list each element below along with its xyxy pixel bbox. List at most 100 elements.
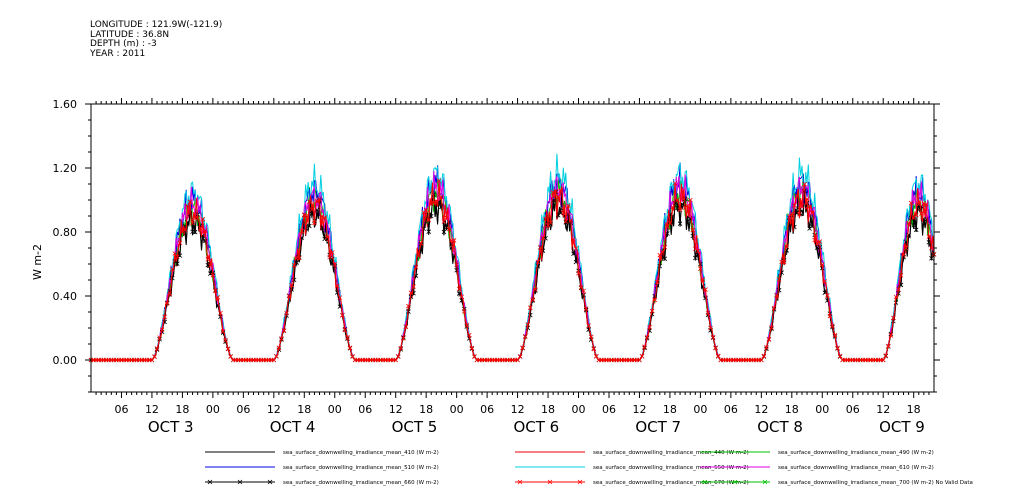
series-marker [431,200,437,205]
series-marker [929,245,934,251]
legend-label: sea_surface_downwelling_irradiance_mean_… [778,450,934,456]
series-marker [822,279,828,284]
series-marker [682,205,688,210]
series-marker [555,194,561,200]
series-marker [594,354,599,359]
x-tick-label: 06 [602,403,616,416]
legend-marker [577,479,583,485]
series-marker [911,222,916,228]
series-marker [157,335,162,340]
series-marker [428,201,434,207]
series-marker [530,297,536,302]
series-marker [591,346,597,352]
series-marker [451,238,457,243]
series-marker [682,196,688,202]
x-tick-label: 00 [450,403,464,416]
series-marker [713,345,718,351]
series-marker [461,309,467,314]
x-tick-label: 00 [206,403,220,416]
series-marker [924,201,929,207]
series-marker [309,211,315,217]
series-marker [781,259,787,265]
series-marker [799,203,805,208]
x-tick-label: 12 [511,403,525,416]
series-marker [434,198,439,204]
x-tick-label: 18 [297,403,311,416]
header-year: YEAR : 2011 [90,48,146,59]
series-marker [332,261,338,267]
axes: 1.60 1.20 0.80 0.40 0.00 06 12 18 00 06 12 18 00 06 12… [53,98,940,436]
series-marker [792,203,797,208]
y-tick-label: 0.80 [53,226,78,239]
series-marker [307,199,312,205]
series-marker [761,353,767,359]
plot-lines [88,153,937,363]
series-marker [705,310,711,316]
series-marker [540,235,546,241]
series-marker [525,322,531,327]
series-marker [208,271,213,276]
series-marker [693,255,698,261]
series-marker [456,286,462,292]
series-marker [794,210,800,216]
series-marker [411,284,416,289]
series-marker [436,178,442,183]
series-line [91,180,935,361]
series-marker [543,216,548,222]
legend-label: sea_surface_downwelling_irradiance_mean_… [778,465,934,471]
series-marker [423,207,429,213]
series-marker [421,226,426,232]
series-marker [814,241,820,246]
series-marker [764,345,769,350]
series-marker [398,345,404,351]
series-marker [667,220,673,226]
legend-label: sea_surface_downwelling_irradiance_mean_… [593,450,749,456]
x-tick-label: 06 [846,403,860,416]
series-marker [444,225,449,230]
series-marker [197,226,203,231]
series-marker [281,328,287,333]
series-marker [654,279,660,285]
series-marker [660,249,665,254]
series-marker [312,220,317,226]
series-marker [685,203,690,209]
series-marker [797,211,802,217]
series-marker [464,322,470,328]
series-marker [225,346,231,352]
series-marker [177,253,183,258]
series-marker [169,267,175,272]
series-marker [220,329,226,334]
y-tick-label: 0.40 [53,290,78,303]
series-marker [271,357,277,363]
series-marker [535,259,541,265]
series-marker [223,337,228,343]
series-marker [149,357,155,363]
series-line [91,153,935,361]
series-marker [406,309,411,314]
series-marker [200,216,206,222]
series-marker [413,265,419,270]
series-marker [784,244,790,249]
series-marker [441,229,447,235]
series-marker [675,197,680,203]
day-label: OCT 5 [392,418,438,436]
series-marker [172,251,178,256]
series-marker [657,263,663,269]
x-tick-label: 12 [267,403,281,416]
series-marker [563,219,569,224]
series-marker [583,306,589,312]
series-marker [807,204,812,210]
legend: sea_surface_downwelling_irradiance_mean_… [205,450,973,486]
header-depth: DEPTH (m) : -3 [90,39,157,49]
x-tick-label: 12 [754,403,768,416]
series-marker [888,333,894,338]
series-marker [827,313,833,319]
series-marker [588,334,594,340]
series-marker [649,308,655,314]
legend-label: sea_surface_downwelling_irradiance_mean_… [283,480,439,486]
series-marker [677,221,683,226]
series-marker [342,327,348,333]
plot-frame [90,103,935,393]
series-marker [152,354,157,359]
